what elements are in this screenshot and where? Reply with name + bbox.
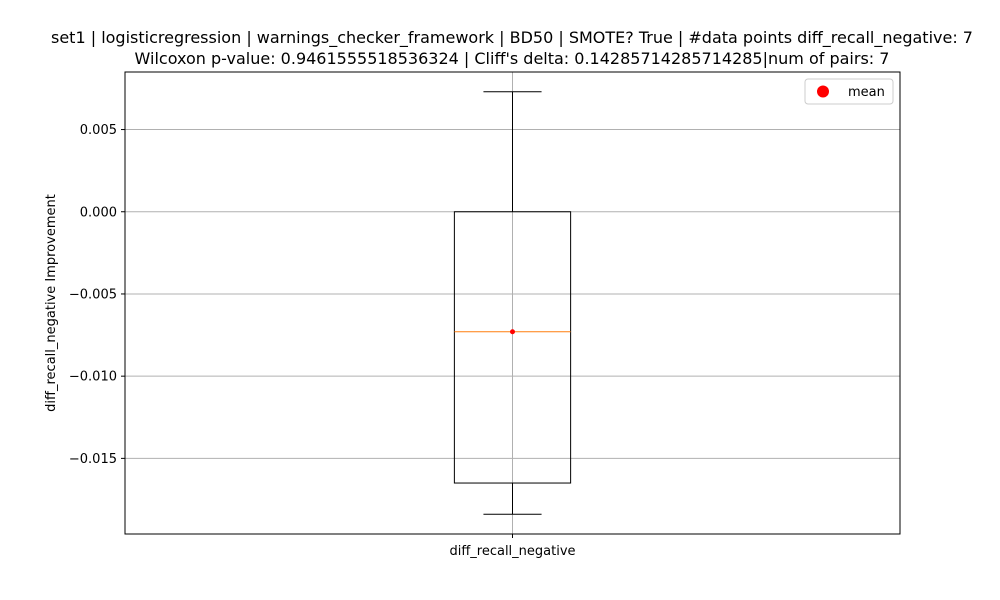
legend-frame — [804, 78, 894, 105]
legend-mean-label: mean — [848, 85, 885, 100]
legend-mean-marker — [817, 85, 829, 98]
y-tick-label: −0.015 — [69, 452, 117, 467]
x-axis-ticks: diff_recall_negative — [449, 534, 576, 559]
chart-title-line-1: set1 | logisticregression | warnings_che… — [51, 28, 973, 48]
y-tick-label: 0.005 — [80, 123, 117, 138]
y-tick-label: 0.000 — [80, 205, 117, 220]
x-tick-label: diff_recall_negative — [449, 544, 575, 559]
y-tick-label: −0.005 — [69, 287, 117, 302]
mean-marker — [510, 329, 515, 335]
legend: mean — [804, 78, 894, 105]
y-tick-label: −0.010 — [69, 370, 117, 385]
interquartile-box — [453, 211, 572, 484]
y-axis-ticks: 0.005 0.000 −0.005 −0.010 −0.015 — [69, 123, 125, 467]
box-elements — [453, 91, 572, 515]
y-axis-label: diff_recall_negative Improvement — [44, 194, 59, 412]
chart-title-line-2: Wilcoxon p-value: 0.9461555518536324 | C… — [135, 49, 890, 68]
